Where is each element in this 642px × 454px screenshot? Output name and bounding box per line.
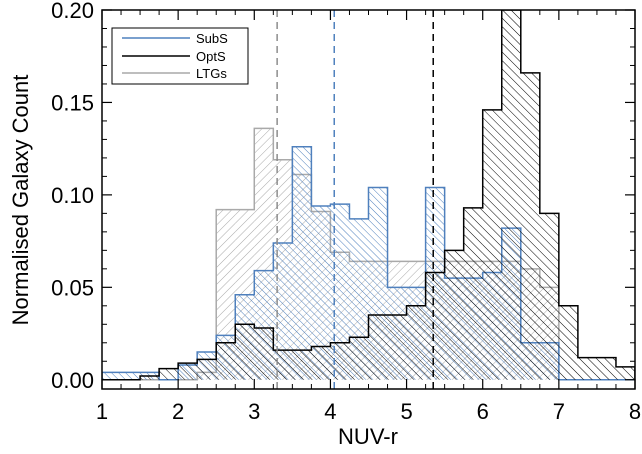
x-tick-label-5: 5 [400, 399, 412, 424]
bar-opts-12 [330, 342, 350, 380]
series-opts [102, 10, 635, 381]
bar-opts-26 [596, 357, 616, 380]
bar-opts-10 [292, 350, 312, 380]
bar-opts-14 [368, 315, 388, 380]
x-tick-label-3: 3 [248, 399, 260, 424]
bar-opts-4 [178, 363, 198, 380]
y-tick-label-0.05: 0.05 [51, 275, 94, 300]
y-tick-label-0.15: 0.15 [51, 90, 94, 115]
x-tick-label-1: 1 [96, 399, 108, 424]
legend-label-subs: SubS [196, 31, 228, 46]
bar-subs-11 [311, 205, 331, 380]
bar-opts-22 [520, 72, 540, 380]
y-tick-label-0.10: 0.10 [51, 183, 94, 208]
x-tick-label-2: 2 [172, 399, 184, 424]
bar-opts-15 [387, 315, 407, 380]
axis-ticks: 1 2 3 4 5 6 7 8 0.00 0.05 0.10 0.15 0.20 [51, 0, 641, 424]
y-tick-label-0.20: 0.20 [51, 0, 94, 23]
bar-opts-21 [501, 10, 521, 380]
bar-subs-10 [292, 146, 312, 380]
bar-opts-6 [216, 342, 236, 380]
bar-opts-23 [539, 213, 559, 380]
bar-ltgs-28 [635, 369, 642, 380]
x-axis-title: NUV-r [338, 424, 398, 449]
bar-subs-9 [273, 242, 293, 380]
bar-opts-2 [140, 376, 160, 380]
y-axis-title: Normalised Galaxy Count [8, 75, 33, 326]
x-tick-label-4: 4 [324, 399, 336, 424]
bar-opts-11 [311, 346, 331, 380]
outline-opts [102, 10, 635, 381]
median-lines [276, 10, 434, 389]
bar-opts-3 [159, 368, 179, 380]
bar-opts-13 [349, 337, 369, 380]
legend-label-ltgs: LTGs [196, 66, 227, 81]
bar-opts-27 [615, 366, 635, 380]
bar-opts-7 [235, 324, 255, 380]
bar-subs-1 [121, 372, 141, 380]
legend: SubS OptS LTGs [111, 27, 249, 85]
bar-opts-18 [444, 250, 464, 380]
bar-subs-0 [102, 372, 122, 380]
x-tick-label-8: 8 [629, 399, 641, 424]
bar-opts-17 [425, 272, 445, 380]
bar-opts-19 [463, 207, 483, 380]
x-tick-label-6: 6 [477, 399, 489, 424]
y-tick-label-0.00: 0.00 [51, 368, 94, 393]
bar-opts-9 [273, 350, 293, 380]
bar-opts-20 [482, 109, 502, 380]
bar-opts-25 [577, 357, 597, 380]
legend-label-opts: OptS [196, 49, 226, 64]
bar-subs-12 [330, 204, 350, 380]
bar-opts-24 [558, 305, 578, 380]
bar-opts-16 [406, 305, 426, 380]
x-tick-label-7: 7 [553, 399, 565, 424]
series-layer [102, 10, 642, 381]
bar-opts-8 [254, 327, 274, 380]
bar-opts-5 [197, 359, 217, 380]
